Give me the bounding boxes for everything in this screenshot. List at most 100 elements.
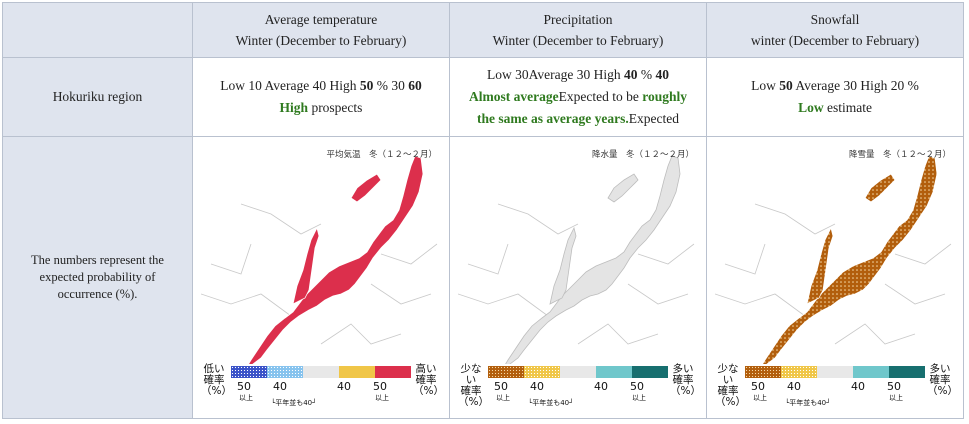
legend-tick-label: 40	[594, 379, 608, 393]
legend-tick-label: 50	[751, 379, 765, 393]
prefecture-border	[497, 203, 579, 234]
header-temperature-period: Winter (December to February)	[235, 33, 407, 48]
legend-normal-note: └平年並も40┘	[271, 398, 317, 407]
legend-right-label: 多い 確率 （%）	[670, 362, 701, 397]
temperature-map: 平均気温 冬（１２～２月） 低い 確率 （%） 高い 確率 （%） 50 40 40 50 以上 以上 └…	[201, 144, 444, 412]
legend-tick-label: 40	[851, 379, 865, 393]
legend-swatch	[339, 365, 375, 378]
snowfall-map-cell: 降雪量 冬（１２～２月） 少ない 確率 （%） 多い 確率 （%） 50 40 40 50 以上 以上 └…	[706, 136, 964, 419]
map-legend: 少ない 確率 （%） 多い 確率 （%） 50 40 40 50 以上 以上 └平年並も40┘	[715, 360, 958, 412]
legend-right-label: 高い 確率 （%）	[413, 362, 444, 397]
sado-island-shape	[864, 172, 896, 202]
prefecture-border	[637, 243, 695, 264]
legend-tick-label: 50	[494, 379, 508, 393]
prefecture-border	[201, 293, 292, 316]
probability-row: Hokuriku region Low 10 Average 40 High 5…	[2, 57, 964, 137]
map-row: The numbers represent the expected proba…	[2, 136, 964, 419]
legend-tick-label: 50	[237, 379, 251, 393]
legend-ijo-label: 以上	[889, 393, 903, 402]
legend-ijo-label: 以上	[632, 393, 646, 402]
map-title: 降雪量 冬（１２～２月）	[848, 149, 951, 160]
legend-swatch	[817, 365, 853, 378]
noto-peninsula-shape	[806, 226, 834, 305]
temperature-probability: Low 10 Average 40 High 50 % 30 60 High p…	[192, 57, 450, 137]
region-map-svg	[201, 155, 438, 364]
precipitation-map-cell: 降水量 冬（１２～２月） 少ない 確率 （%） 多い 確率 （%） 50 40 40 50 以上 以上 └…	[449, 136, 707, 419]
legend-color-bar	[231, 365, 411, 378]
prefecture-border	[458, 293, 549, 316]
legend-tick-label: 40	[273, 379, 287, 393]
hokuriku-region-shape	[505, 155, 681, 364]
precipitation-probability: Low 30Average 30 High 40 % 40 Almost ave…	[449, 57, 707, 137]
region-map-svg	[458, 155, 695, 364]
legend-color-bar	[745, 365, 925, 378]
prefecture-border	[627, 283, 689, 304]
legend-swatch	[560, 365, 596, 378]
region-map-svg	[715, 155, 952, 364]
hokuriku-region-shape	[248, 155, 424, 364]
legend-ijo-label: 以上	[375, 393, 389, 402]
legend-color-bar	[488, 365, 668, 378]
hokuriku-region-shape	[762, 155, 938, 364]
legend-ijo-label: 以上	[753, 393, 767, 402]
legend-swatch	[745, 365, 781, 378]
region-label: Hokuriku region	[2, 57, 193, 137]
legend-swatch	[853, 365, 889, 378]
legend-left-label: 少ない 確率 （%）	[715, 362, 746, 408]
legend-tick-label: 40	[787, 379, 801, 393]
temperature-map-cell: 平均気温 冬（１２～２月） 低い 確率 （%） 高い 確率 （%） 50 40 40 50 以上 以上 └…	[192, 136, 450, 419]
prefecture-border	[724, 243, 766, 275]
probability-note: The numbers represent the expected proba…	[2, 136, 193, 419]
snowfall-probability: Low 50 Average 30 High 20 % Low estimate	[706, 57, 964, 137]
prefecture-border	[380, 243, 438, 264]
legend-swatch	[488, 365, 524, 378]
prefecture-border	[754, 203, 836, 234]
legend-ijo-label: 以上	[496, 393, 510, 402]
legend-swatch	[889, 365, 925, 378]
prefecture-border	[834, 322, 916, 344]
legend-swatch	[231, 365, 267, 378]
prefecture-border	[884, 283, 946, 304]
header-temperature: Average temperature Winter (December to …	[192, 2, 450, 58]
map-title: 降水量 冬（１２～２月）	[591, 149, 694, 160]
precipitation-map: 降水量 冬（１２～２月） 少ない 確率 （%） 多い 確率 （%） 50 40 40 50 以上 以上 └…	[458, 144, 701, 412]
legend-swatch	[632, 365, 668, 378]
legend-tick-label: 50	[630, 379, 644, 393]
legend-tick-label: 50	[887, 379, 901, 393]
prefecture-border	[715, 293, 806, 316]
sado-island-shape	[607, 172, 639, 202]
corner-cell	[2, 2, 193, 58]
header-snowfall: Snowfall winter (December to February)	[706, 2, 964, 58]
prefecture-border	[320, 322, 402, 344]
prefecture-border	[370, 283, 432, 304]
prefecture-border	[467, 243, 509, 275]
legend-normal-note: └平年並も40┘	[785, 398, 831, 407]
header-snowfall-period: winter (December to February)	[750, 33, 920, 48]
legend-tick-label: 50	[373, 379, 387, 393]
noto-peninsula-shape	[292, 226, 320, 305]
legend-left-label: 少ない 確率 （%）	[458, 362, 489, 408]
header-temperature-title: Average temperature	[264, 12, 378, 27]
legend-tick-label: 40	[337, 379, 351, 393]
snowfall-map: 降雪量 冬（１２～２月） 少ない 確率 （%） 多い 確率 （%） 50 40 40 50 以上 以上 └…	[715, 144, 958, 412]
header-precipitation-period: Winter (December to February)	[492, 33, 664, 48]
legend-ijo-label: 以上	[239, 393, 253, 402]
legend-normal-note: └平年並も40┘	[528, 398, 574, 407]
forecast-table: Average temperature Winter (December to …	[2, 2, 964, 419]
legend-swatch	[596, 365, 632, 378]
map-title: 平均気温 冬（１２～２月）	[326, 149, 437, 160]
map-legend: 少ない 確率 （%） 多い 確率 （%） 50 40 40 50 以上 以上 └平年並も40┘	[458, 360, 701, 412]
prefecture-border	[894, 243, 952, 264]
noto-peninsula-shape	[549, 226, 577, 305]
legend-left-label: 低い 確率 （%）	[201, 362, 232, 397]
legend-swatch	[267, 365, 303, 378]
map-legend: 低い 確率 （%） 高い 確率 （%） 50 40 40 50 以上 以上 └平年並も40┘	[201, 360, 444, 412]
prefecture-border	[240, 203, 322, 234]
legend-swatch	[375, 365, 411, 378]
header-precipitation-title: Precipitation	[543, 12, 613, 27]
header-row: Average temperature Winter (December to …	[2, 2, 964, 58]
prefecture-border	[577, 322, 659, 344]
legend-swatch	[524, 365, 560, 378]
prefecture-border	[210, 243, 252, 275]
legend-right-label: 多い 確率 （%）	[927, 362, 958, 397]
